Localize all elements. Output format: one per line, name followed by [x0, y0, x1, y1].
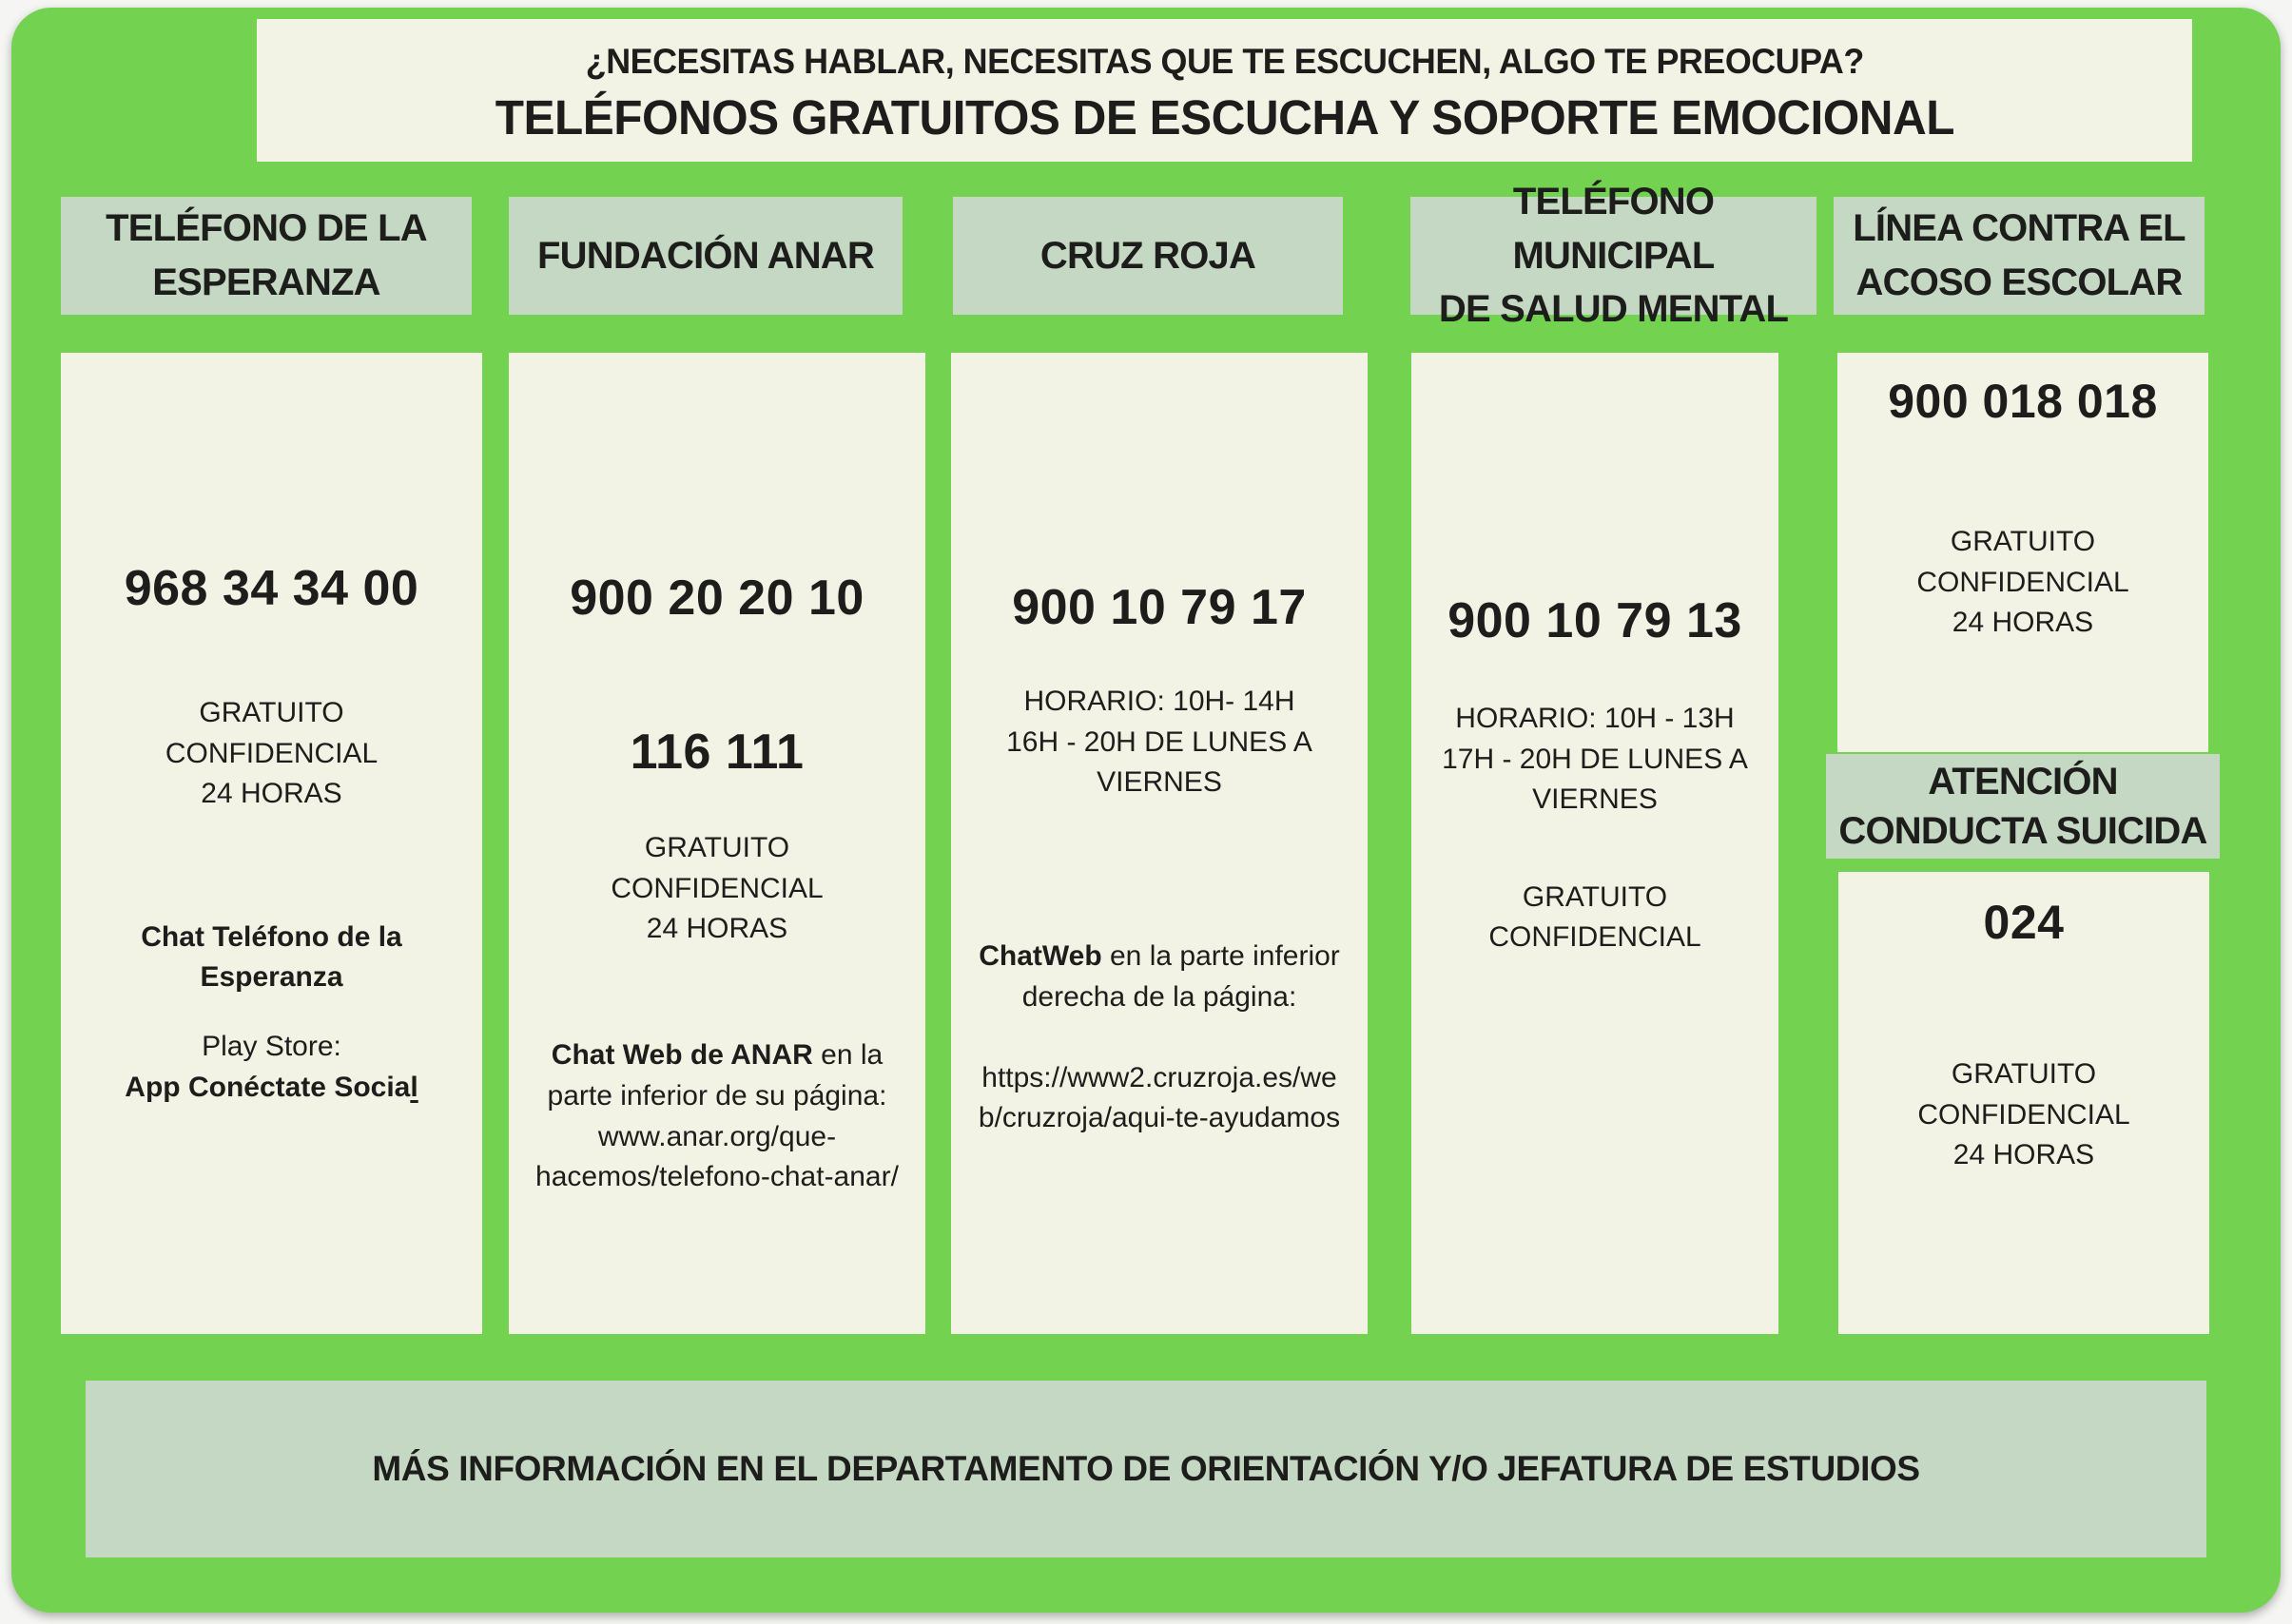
header-title: TELÉFONOS GRATUITOS DE ESCUCHA Y SOPORTE…	[495, 90, 1954, 145]
availability-text: GRATUITO CONFIDENCIAL	[1488, 880, 1701, 954]
column-title-telefono-municipal: TELÉFONO MUNICIPAL DE SALUD MENTAL	[1410, 181, 1816, 330]
chat-bold-text: Chat Web de ANAR	[551, 1039, 813, 1072]
phone-number: 900 10 79 13	[1447, 593, 1742, 648]
card-telefono-esperanza: 968 34 34 00 GRATUITO CONFIDENCIAL 24 HO…	[61, 353, 482, 1334]
card-telefono-municipal: 900 10 79 13 HORARIO: 10H - 13H 17H - 20…	[1411, 353, 1778, 1334]
chat-url: https://www2.cruzroja.es/we b/cruzroja/a…	[978, 1061, 1341, 1134]
card-conducta-suicida: 024 GRATUITO CONFIDENCIAL 24 HORAS	[1838, 872, 2209, 1334]
app-name-underlined-letter: l	[410, 1071, 418, 1103]
card-acoso-escolar: 900 018 018 GRATUITO CONFIDENCIAL 24 HOR…	[1837, 353, 2208, 752]
phone-number-secondary: 116 111	[630, 725, 805, 780]
phone-number: 900 10 79 17	[1012, 580, 1307, 635]
header-question: ¿NECESITAS HABLAR, NECESITAS QUE TE ESCU…	[585, 42, 1864, 81]
footer-banner: MÁS INFORMACIÓN EN EL DEPARTAMENTO DE OR…	[86, 1381, 2206, 1557]
chat-text: Chat Web de ANAR en la parte inferior de…	[535, 996, 899, 1239]
poster-canvas: ¿NECESITAS HABLAR, NECESITAS QUE TE ESCU…	[11, 8, 2281, 1613]
card-fundacion-anar: 900 20 20 10 116 111 GRATUITO CONFIDENCI…	[509, 353, 925, 1334]
chat-text: Chat Teléfono de la Esperanza	[141, 920, 402, 994]
phone-number: 900 20 20 10	[570, 570, 864, 626]
play-store-block: Play Store: App Conéctate Social	[125, 1027, 418, 1108]
column-title-fundacion-anar: FUNDACIÓN ANAR	[509, 197, 903, 315]
schedule-text: HORARIO: 10H- 14H 16H - 20H DE LUNES A V…	[1006, 686, 1312, 799]
app-name: App Conéctate Social	[125, 1071, 418, 1103]
column-title-telefono-esperanza: TELÉFONO DE LA ESPERANZA	[61, 197, 472, 315]
subheader-atencion-conducta-suicida: ATENCIÓN CONDUCTA SUICIDA	[1826, 754, 2220, 859]
chat-text: ChatWeb en la parte inferior derecha de …	[979, 940, 1340, 1013]
availability-text: GRATUITO CONFIDENCIAL 24 HORAS	[165, 697, 379, 810]
availability-text: GRATUITO CONFIDENCIAL 24 HORAS	[1917, 1058, 2130, 1171]
title-box: ¿NECESITAS HABLAR, NECESITAS QUE TE ESCU…	[257, 19, 2192, 162]
availability-text: GRATUITO CONFIDENCIAL 24 HORAS	[611, 832, 824, 945]
phone-number: 968 34 34 00	[124, 561, 419, 616]
chat-bold-text: ChatWeb	[979, 940, 1102, 973]
column-title-linea-acoso-escolar: LÍNEA CONTRA EL ACOSO ESCOLAR	[1834, 197, 2205, 315]
availability-text: GRATUITO CONFIDENCIAL 24 HORAS	[1916, 526, 2129, 639]
column-title-cruz-roja: CRUZ ROJA	[953, 197, 1343, 315]
card-cruz-roja: 900 10 79 17 HORARIO: 10H- 14H 16H - 20H…	[951, 353, 1368, 1334]
schedule-text: HORARIO: 10H - 13H 17H - 20H DE LUNES A …	[1442, 703, 1748, 816]
phone-number: 900 018 018	[1888, 375, 2158, 428]
chat-url: www.anar.org/que- hacemos/telefono-chat-…	[535, 1120, 899, 1193]
phone-number: 024	[1983, 896, 2065, 949]
play-store-label: Play Store:	[202, 1030, 341, 1062]
